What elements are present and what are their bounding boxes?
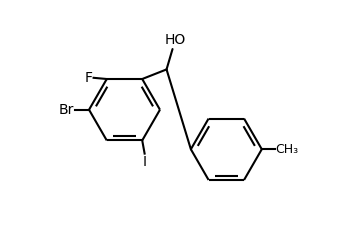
Text: Br: Br	[59, 103, 74, 117]
Text: F: F	[84, 71, 92, 85]
Text: I: I	[143, 155, 147, 169]
Text: HO: HO	[164, 33, 186, 47]
Text: CH₃: CH₃	[276, 143, 299, 156]
